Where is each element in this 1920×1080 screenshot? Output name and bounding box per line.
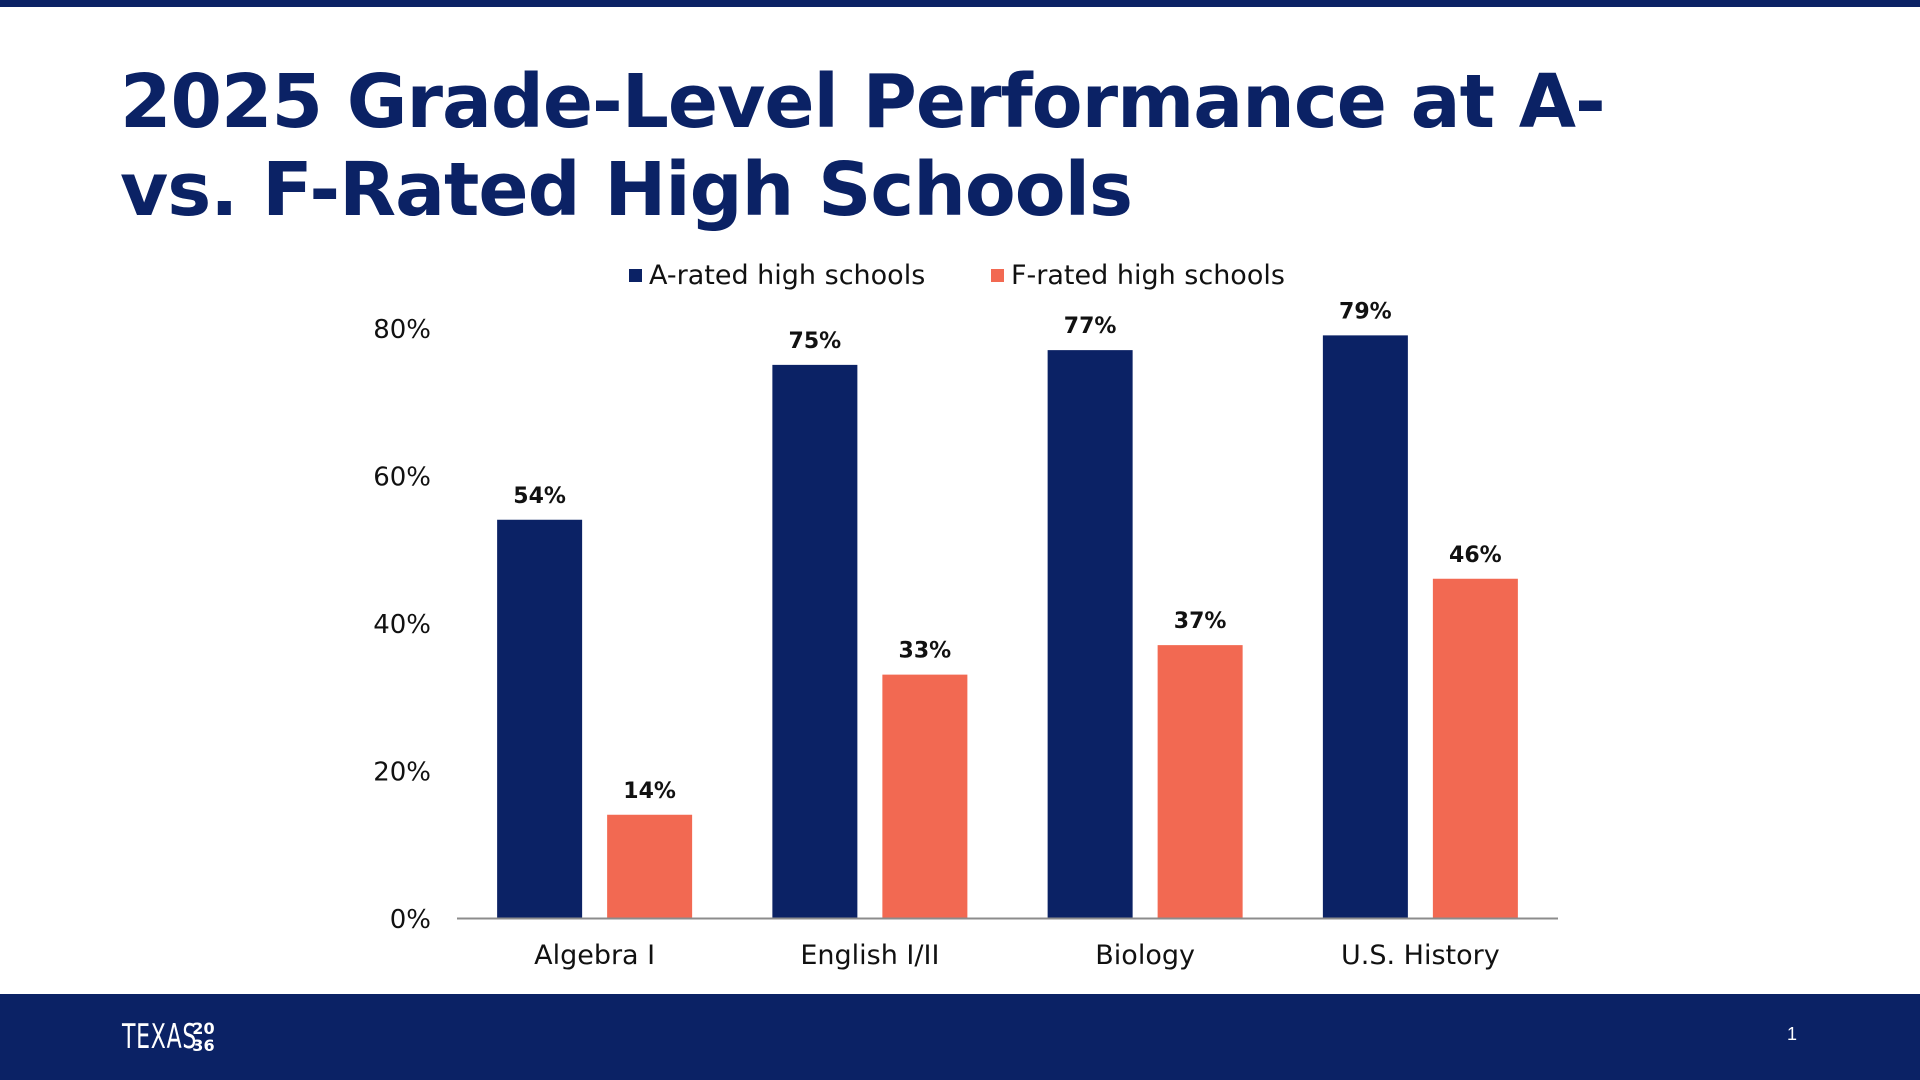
- bar-a-rated: [772, 364, 858, 918]
- bar-chart: 0% 20% 40% 60% 80% 54% 75% 77% 79% 14% 33% 37% 46% Al…: [373, 260, 1558, 971]
- x-tick-label: English I/II: [800, 940, 939, 971]
- logo-wordmark: TEXAS: [122, 1017, 198, 1057]
- data-label: 54%: [513, 484, 566, 509]
- slide-title: 2025 Grade-Level Performance at A- vs. F…: [120, 59, 1606, 233]
- y-tick-label: 20%: [373, 758, 431, 788]
- y-tick-label: 40%: [373, 610, 431, 640]
- top-rule: [0, 0, 1920, 7]
- y-tick-label: 60%: [373, 463, 431, 493]
- bar-f-rated: [1157, 645, 1243, 918]
- bar-a-rated: [1047, 350, 1133, 918]
- bar-f-rated: [607, 814, 693, 918]
- y-tick-label: 80%: [373, 315, 431, 345]
- bar-f-rated: [882, 674, 968, 918]
- bar-f-rated: [1432, 578, 1518, 918]
- x-tick-label: Biology: [1095, 940, 1195, 971]
- page-number: 1: [1786, 1024, 1797, 1044]
- legend-label: F-rated high schools: [1011, 260, 1285, 291]
- data-label: 79%: [1339, 299, 1392, 324]
- data-label: 33%: [899, 639, 952, 664]
- data-label: 75%: [789, 329, 842, 354]
- bar-a-rated: [1322, 335, 1408, 918]
- bar-a-rated: [497, 519, 583, 918]
- data-label: 14%: [623, 779, 676, 804]
- x-tick-label: Algebra I: [534, 940, 655, 971]
- data-label: 77%: [1064, 314, 1117, 339]
- data-label: 37%: [1174, 609, 1227, 634]
- legend-label: A-rated high schools: [649, 260, 925, 291]
- x-tick-label: U.S. History: [1341, 940, 1500, 971]
- data-label: 46%: [1449, 543, 1502, 568]
- legend-swatch: [991, 269, 1004, 282]
- legend-swatch: [629, 269, 642, 282]
- y-tick-label: 0%: [390, 905, 431, 935]
